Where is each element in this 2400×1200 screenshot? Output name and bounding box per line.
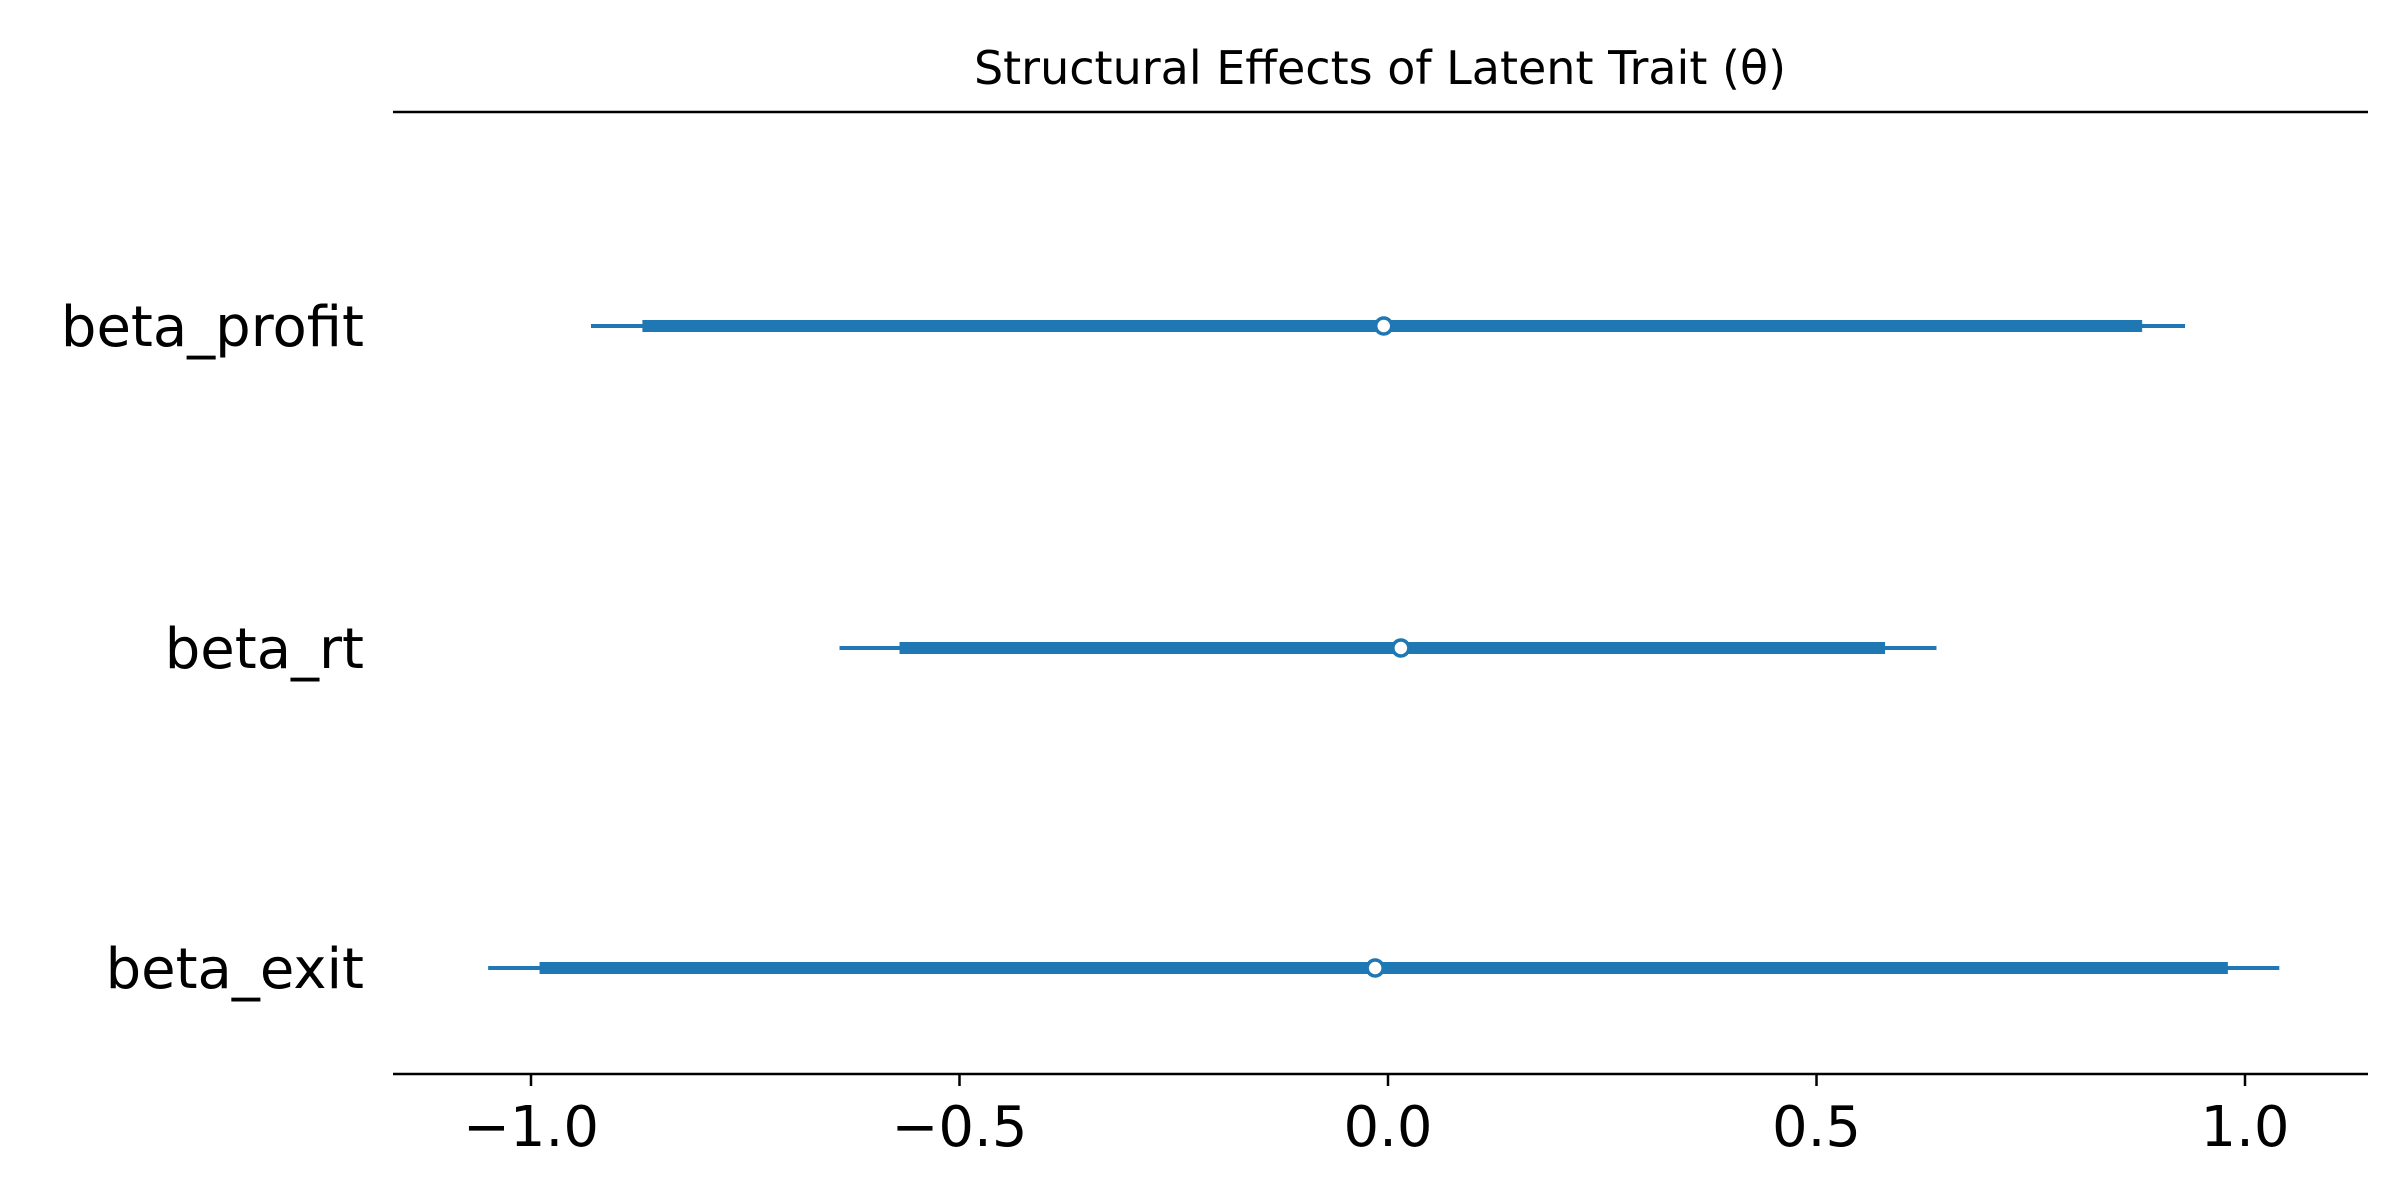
point-estimate-marker xyxy=(1391,638,1411,658)
parameter-label: beta_rt xyxy=(165,617,364,682)
x-tick-label: 1.0 xyxy=(2200,1095,2289,1160)
interval-row xyxy=(590,316,2186,336)
point-estimate-marker xyxy=(1365,958,1385,978)
chart-title: Structural Effects of Latent Trait (θ) xyxy=(974,41,1786,95)
x-tick-label: 0.0 xyxy=(1343,1095,1432,1160)
parameter-label: beta_exit xyxy=(106,937,364,1002)
parameter-labels: beta_profit beta_rt beta_exit xyxy=(61,295,364,1002)
x-tick-label: −0.5 xyxy=(892,1095,1028,1160)
point-estimate-marker xyxy=(1373,316,1394,336)
x-tick-label: −1.0 xyxy=(463,1095,599,1160)
intervals-layer xyxy=(488,316,2280,978)
parameter-label: beta_profit xyxy=(61,295,364,360)
x-tick-label: 0.5 xyxy=(1772,1095,1861,1160)
x-axis-ticks: −1.0 −0.5 0.0 0.5 1.0 xyxy=(463,1074,2290,1160)
interval-row xyxy=(839,638,1937,658)
interval-row xyxy=(488,958,2280,978)
